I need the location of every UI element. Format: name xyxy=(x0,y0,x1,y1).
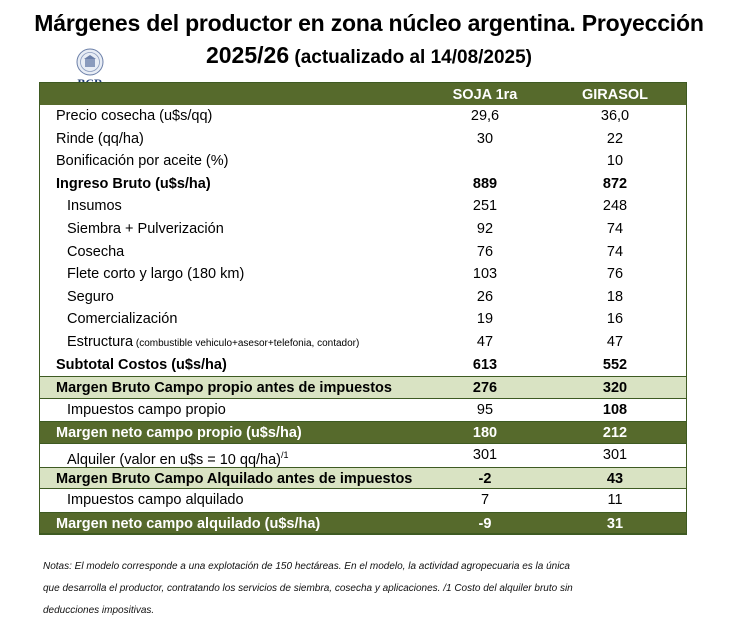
page-title: Márgenes del productor en zona núcleo ar… xyxy=(34,10,704,36)
value-girasol: 47 xyxy=(606,333,624,350)
value-soja: 889 xyxy=(472,175,498,192)
value-soja: 7 xyxy=(480,492,490,509)
value-soja: 276 xyxy=(472,380,498,397)
row-label: Margen Bruto Campo Alquilado antes de im… xyxy=(56,470,413,487)
table-row: Precio cosecha (u$s/qq) 29,6 36,0 xyxy=(40,105,686,128)
row-label: Comercialización xyxy=(67,311,178,328)
value-soja: 26 xyxy=(476,288,494,305)
value-soja: 47 xyxy=(476,333,494,350)
table-row: Subtotal Costos (u$s/ha) 613 552 xyxy=(40,354,686,377)
value-girasol: 18 xyxy=(606,288,624,305)
row-label: Estructura (combustible vehiculo+asesor+… xyxy=(67,331,359,356)
value-soja: 103 xyxy=(472,266,498,283)
value-soja: 301 xyxy=(472,446,498,463)
value-soja: -9 xyxy=(478,515,492,532)
row-label: Impuestos campo alquilado xyxy=(67,492,244,509)
value-soja: 19 xyxy=(476,311,494,328)
table-row: Comercialización 19 16 xyxy=(40,308,686,331)
estructura-detail: (combustible vehiculo+asesor+telefonia, … xyxy=(133,337,360,349)
value-soja: 30 xyxy=(476,130,494,147)
row-label: Subtotal Costos (u$s/ha) xyxy=(56,356,227,373)
value-soja: 251 xyxy=(472,198,498,215)
row-label: Margen Bruto Campo propio antes de impue… xyxy=(56,380,392,397)
row-label: Seguro xyxy=(67,288,114,305)
value-girasol: 31 xyxy=(606,515,624,532)
row-label: Insumos xyxy=(67,198,122,215)
table-row: Rinde (qq/ha) 30 22 xyxy=(40,128,686,151)
value-soja: 29,6 xyxy=(470,108,500,124)
note-line: Notas: El modelo corresponde a una explo… xyxy=(43,561,570,572)
note-line: deducciones impositivas. xyxy=(43,605,155,616)
value-soja: 613 xyxy=(472,356,498,373)
value-girasol: 43 xyxy=(606,470,624,487)
value-girasol: 248 xyxy=(602,198,628,215)
row-label: Margen neto campo alquilado (u$s/ha) xyxy=(56,515,321,532)
row-label: Bonificación por aceite (%) xyxy=(56,153,229,170)
row-label: Precio cosecha (u$s/qq) xyxy=(56,108,213,124)
seal-icon xyxy=(76,48,104,76)
table-row-highlight: Margen Bruto Campo Alquilado antes de im… xyxy=(40,466,686,490)
margins-table: SOJA 1ra GIRASOL Precio cosecha (u$s/qq)… xyxy=(39,82,687,536)
table-row-highlight: Margen neto campo propio (u$s/ha) 180 21… xyxy=(40,421,686,444)
value-girasol: 108 xyxy=(602,401,628,418)
value-girasol: 212 xyxy=(602,425,628,442)
value-girasol: 320 xyxy=(602,380,628,397)
header-soja: SOJA 1ra xyxy=(452,87,518,103)
footnotes: Notas: El modelo corresponde a una explo… xyxy=(43,556,703,622)
value-girasol: 11 xyxy=(607,492,623,509)
row-label: Margen neto campo propio (u$s/ha) xyxy=(56,425,302,442)
header-girasol: GIRASOL xyxy=(581,87,649,103)
table-row: Ingreso Bruto (u$s/ha) 889 872 xyxy=(40,173,686,196)
table-row-highlight: Margen Bruto Campo propio antes de impue… xyxy=(40,376,686,399)
row-label: Siembra + Pulverización xyxy=(67,220,224,237)
update-date: (actualizado al 14/08/2025) xyxy=(289,47,533,68)
value-soja: -2 xyxy=(478,470,492,487)
table-row: Impuestos campo propio 95 108 xyxy=(40,399,686,422)
alquiler-label: Alquiler (valor en u$s = 10 qq/ha) xyxy=(67,451,282,468)
table-row: Cosecha 76 74 xyxy=(40,241,686,264)
table-row: Impuestos campo alquilado 7 11 xyxy=(40,489,686,512)
row-label: Cosecha xyxy=(67,243,125,260)
campaign-year: 2025/26 xyxy=(205,42,290,68)
footnote-marker: /1 xyxy=(281,449,289,460)
estructura-label: Estructura xyxy=(67,333,134,350)
row-label: Rinde (qq/ha) xyxy=(56,130,144,147)
table-row: Estructura (combustible vehiculo+asesor+… xyxy=(40,331,686,354)
value-soja: 95 xyxy=(476,401,494,418)
value-girasol: 74 xyxy=(606,220,624,237)
table-row: Insumos 251 248 xyxy=(40,195,686,218)
table-row: Bonificación por aceite (%) 10 xyxy=(40,150,686,173)
value-girasol: 22 xyxy=(606,130,624,147)
note-line: que desarrolla el productor, contratando… xyxy=(43,583,573,594)
table-row: Flete corto y largo (180 km) 103 76 xyxy=(40,263,686,286)
value-girasol: 74 xyxy=(606,243,624,260)
value-girasol: 301 xyxy=(602,446,628,463)
value-girasol: 76 xyxy=(606,266,624,283)
table-row-highlight: Margen neto campo alquilado (u$s/ha) -9 … xyxy=(40,511,686,535)
value-soja: 76 xyxy=(476,243,494,260)
value-girasol: 10 xyxy=(606,153,624,170)
value-girasol: 552 xyxy=(602,356,628,373)
value-soja: 180 xyxy=(472,425,498,442)
row-label: Alquiler (valor en u$s = 10 qq/ha)/1 xyxy=(67,444,289,471)
value-soja: 92 xyxy=(476,220,494,237)
row-label: Ingreso Bruto (u$s/ha) xyxy=(56,175,211,192)
table-row: Seguro 26 18 xyxy=(40,286,686,309)
value-girasol: 872 xyxy=(602,175,628,192)
value-girasol: 36,0 xyxy=(600,108,630,124)
row-label: Impuestos campo propio xyxy=(67,401,226,418)
table-header: SOJA 1ra GIRASOL xyxy=(40,83,686,105)
table-row: Siembra + Pulverización 92 74 xyxy=(40,218,686,241)
value-girasol: 16 xyxy=(606,311,624,328)
row-label: Flete corto y largo (180 km) xyxy=(67,266,245,283)
page-subtitle: 2025/26 (actualizado al 14/08/2025) xyxy=(0,42,738,69)
table-row: Alquiler (valor en u$s = 10 qq/ha)/1 301… xyxy=(40,444,686,468)
